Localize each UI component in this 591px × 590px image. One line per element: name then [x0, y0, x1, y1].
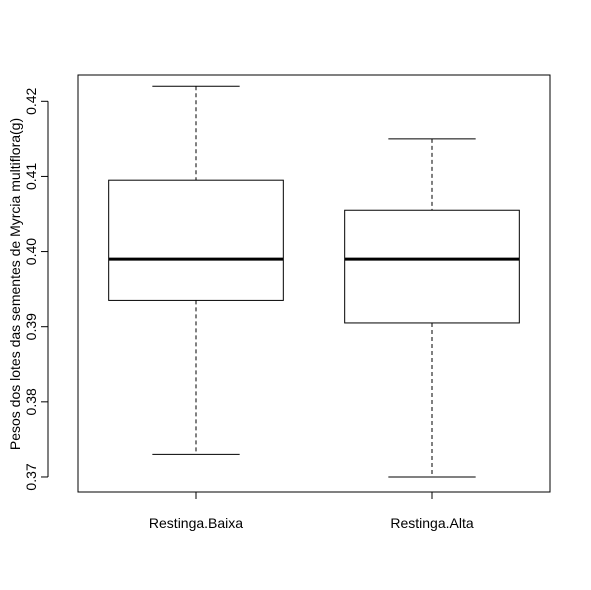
x-tick-label: Restinga.Alta [390, 515, 473, 531]
y-tick-label: 0.39 [23, 313, 39, 340]
y-tick-label: 0.40 [23, 238, 39, 265]
y-axis-label: Pesos dos lotes das sementes de Myrcia m… [7, 118, 23, 450]
plot-frame [77, 74, 551, 493]
y-tick-label: 0.42 [23, 87, 39, 114]
box-series [108, 85, 520, 478]
x-axis: Restinga.Baixa Restinga.Alta [149, 492, 474, 531]
iqr-box [108, 179, 284, 301]
y-tick-label: 0.37 [23, 463, 39, 490]
y-tick-label: 0.38 [23, 388, 39, 415]
box-restinga-alta [344, 138, 520, 478]
y-tick-label: 0.41 [23, 163, 39, 190]
iqr-box [344, 209, 520, 324]
y-axis: 0.37 0.38 0.39 0.40 0.41 0.42 [23, 87, 49, 491]
box-restinga-baixa [108, 85, 284, 455]
x-tick-label: Restinga.Baixa [149, 515, 243, 531]
